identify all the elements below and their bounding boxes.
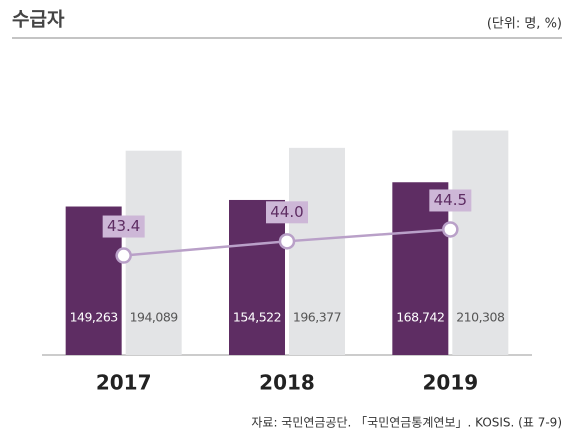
x-tick-label: 2018 <box>259 371 315 395</box>
line-point <box>115 247 132 264</box>
line-point <box>278 233 296 250</box>
value-label-box <box>429 189 472 212</box>
value-label-box <box>102 215 145 238</box>
bar-value-label: 149,263 <box>70 310 118 325</box>
bar-value-label: 168,742 <box>396 310 444 325</box>
bar <box>452 130 509 355</box>
chart-title: 수급자 <box>12 9 65 31</box>
line-point <box>442 221 459 238</box>
bar-value-label: 210,308 <box>456 310 505 325</box>
bar <box>289 147 345 355</box>
bar-value-label: 194,089 <box>130 310 179 325</box>
source-note: 자료: 국민연금공단. 「국민연금통계연보」. KOSIS. (표 7-9) <box>251 416 562 430</box>
x-tick-label: 2019 <box>422 371 478 395</box>
unit-label: (단위: 명, %) <box>487 17 562 32</box>
bar-value-label: 154,522 <box>233 310 281 325</box>
line-value-label: 44.0 <box>270 203 303 221</box>
line-value-label: 43.4 <box>107 217 140 235</box>
bar <box>229 199 285 355</box>
bar-value-label: 196,377 <box>293 310 341 325</box>
x-tick-label: 2017 <box>96 371 152 395</box>
value-label-box <box>266 201 308 224</box>
line-value-label: 44.5 <box>434 191 467 209</box>
